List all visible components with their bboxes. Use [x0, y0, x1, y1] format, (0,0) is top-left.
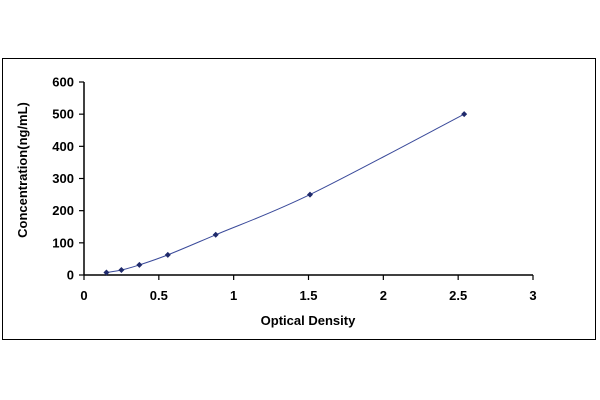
data-points [103, 111, 468, 276]
data-point-marker [164, 251, 171, 258]
x-tick-label: 0 [80, 288, 87, 303]
data-point-marker [136, 261, 143, 268]
data-point-marker [103, 269, 110, 276]
y-tick-label: 400 [52, 139, 74, 154]
data-point-marker [306, 191, 313, 198]
y-tick-label: 600 [52, 75, 74, 90]
y-tick-label: 100 [52, 235, 74, 250]
y-tick-label: 0 [67, 268, 74, 283]
data-point-marker [118, 266, 125, 273]
y-tick-label: 300 [52, 171, 74, 186]
y-tick-label: 200 [52, 203, 74, 218]
data-point-marker [461, 111, 468, 118]
x-tick-label: 0.5 [150, 288, 168, 303]
x-tick-label: 3 [529, 288, 536, 303]
y-tick-label: 500 [52, 107, 74, 122]
y-axis-ticks: 0 100 200 300 400 500 600 [52, 75, 84, 283]
data-point-marker [212, 231, 219, 238]
x-tick-label: 1.5 [299, 288, 317, 303]
series-curve [106, 113, 465, 273]
x-tick-label: 2 [380, 288, 387, 303]
y-axis-title: Concentration(ng/mL) [15, 102, 30, 238]
x-axis-title: Optical Density [261, 313, 356, 328]
x-tick-label: 1 [230, 288, 237, 303]
x-tick-label: 2.5 [449, 288, 467, 303]
chart-frame [2, 58, 596, 340]
x-axis-ticks: 0 0.5 1 1.5 2 2.5 3 [80, 275, 537, 303]
